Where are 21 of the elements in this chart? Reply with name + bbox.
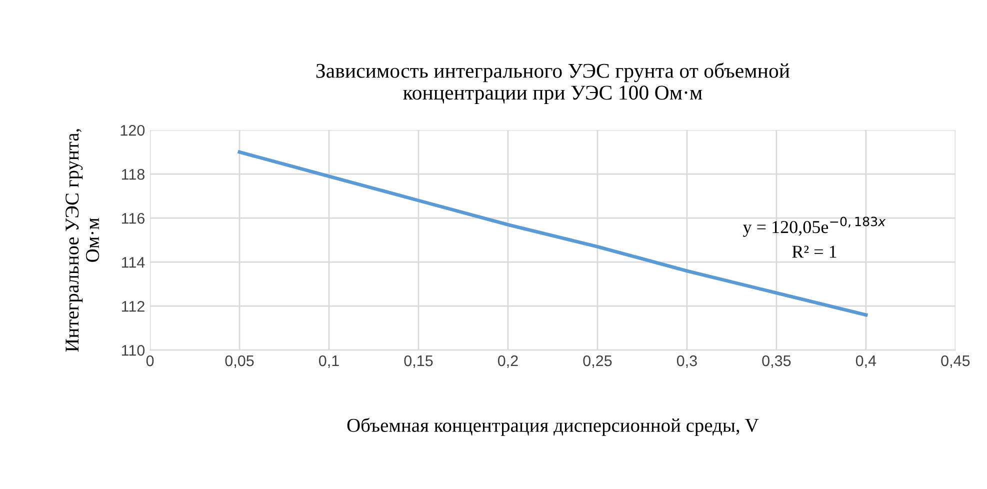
x-axis-title: Объемная концентрация дисперсионной среды, V (347, 418, 759, 436)
y-tick-label: 114 (122, 257, 145, 268)
x-tick-label: 0 (146, 355, 154, 366)
x-tick-label: 0,45 (941, 355, 970, 368)
x-tick-label: 0,4 (856, 355, 876, 368)
x-tick-label: 0,35 (762, 355, 791, 368)
y-tick-label: 120 (120, 124, 145, 136)
y-tick-label: 112 (122, 300, 144, 312)
annotation: R² = 1 (792, 246, 836, 258)
y-axis-title: Интегральное УЭС грунта, Ом·м (66, 129, 100, 352)
y-tick-label: 118 (122, 168, 144, 180)
x-tick-label: 0,05 (225, 355, 254, 368)
y-tick-label: 116 (122, 212, 144, 224)
x-tick-label: 0,1 (318, 355, 339, 368)
y-tick-label: 110 (122, 344, 145, 356)
chart-title: Зависимость интегрального УЭС грунта от объемной концентрации при УЭС 100 Ом·м (316, 62, 790, 104)
annotation: y = 120,05e$^{−0,183x}$ (743, 216, 886, 237)
x-tick-label: 0,25 (583, 355, 612, 368)
x-tick-label: 0,2 (498, 355, 518, 368)
x-tick-label: 0,3 (676, 355, 697, 368)
x-tick-label: 0,15 (404, 355, 433, 368)
